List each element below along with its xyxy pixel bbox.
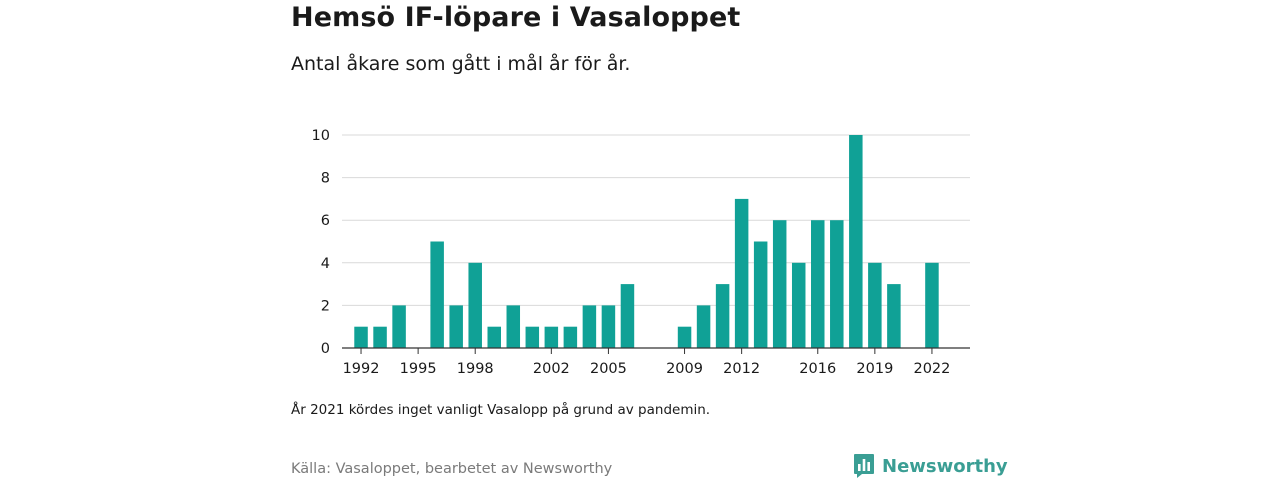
y-tick-label: 2 (321, 298, 330, 314)
y-tick-label: 4 (321, 256, 330, 272)
bar (544, 326, 559, 348)
x-tick-label: 2016 (799, 361, 836, 377)
axes: 0 2 4 6 8 10 1992 1995 1998 2002 2005 2009 2012 2016 2… (312, 128, 970, 377)
bar (830, 220, 844, 348)
x-tick-label: 2019 (856, 361, 893, 377)
newsworthy-logo-icon (854, 454, 874, 478)
bar (791, 262, 806, 348)
x-tick-label: 1992 (343, 361, 380, 377)
x-tick-label: 1995 (400, 361, 437, 377)
bar (811, 220, 825, 348)
y-tick-label: 10 (312, 128, 330, 144)
x-tick-label: 2009 (666, 361, 703, 377)
bar (468, 262, 482, 348)
x-tick-label: 2005 (590, 361, 627, 377)
bar (753, 241, 768, 348)
bar (525, 326, 540, 348)
bar (887, 284, 901, 348)
source-credit: Källa: Vasaloppet, bearbetet av Newswort… (291, 461, 613, 477)
gridlines (342, 134, 970, 306)
y-tick-label: 0 (321, 341, 330, 357)
logo-text: Newsworthy (882, 455, 1008, 477)
bar (677, 326, 692, 348)
y-tick-label: 8 (321, 171, 330, 187)
bar (620, 284, 635, 348)
bar (449, 305, 463, 348)
bar (582, 305, 597, 348)
x-tick-label: 2022 (913, 361, 950, 377)
bar-chart: 0 2 4 6 8 10 1992 1995 1998 2002 2005 2009 2012 2016 2… (312, 128, 970, 377)
bar (487, 326, 501, 348)
chart-title: Hemsö IF-löpare i Vasaloppet (291, 2, 741, 33)
bar (715, 284, 730, 348)
bar (601, 305, 616, 348)
x-tick-label: 2002 (533, 361, 570, 377)
bar (849, 135, 863, 348)
newsworthy-logo: Newsworthy (853, 453, 1008, 479)
bar (734, 198, 749, 348)
bar (430, 241, 444, 348)
chart-subtitle: Antal åkare som gått i mål år för år. (291, 53, 631, 75)
bar (354, 326, 368, 348)
bars (354, 135, 939, 348)
bar (373, 326, 387, 348)
footnote: År 2021 kördes inget vanligt Vasalopp på… (291, 402, 711, 418)
bar (506, 305, 521, 348)
bar (772, 220, 787, 348)
x-tick-label: 2012 (723, 361, 760, 377)
x-tick-label: 1998 (457, 361, 494, 377)
bar (925, 262, 939, 348)
bar (392, 305, 406, 348)
bar (563, 326, 578, 348)
y-tick-label: 6 (321, 213, 330, 229)
bar (696, 305, 711, 348)
bar (868, 262, 882, 348)
